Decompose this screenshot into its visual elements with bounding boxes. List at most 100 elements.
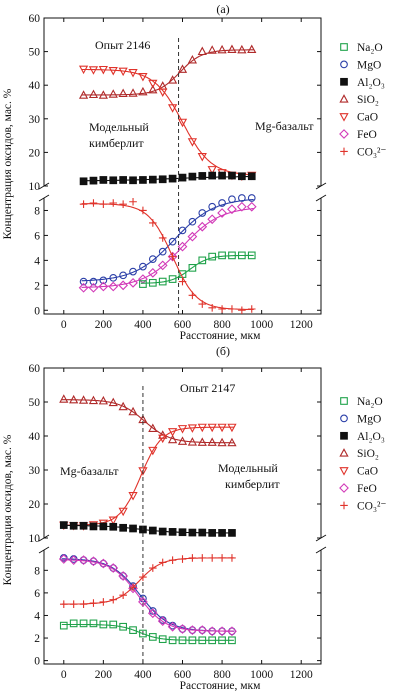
lower-axis-frame	[43, 198, 322, 315]
point-al2o3	[208, 171, 217, 180]
point-feo	[128, 277, 138, 288]
y-tick-label: 2	[34, 280, 40, 292]
point-mgo	[89, 277, 98, 286]
point-na2o	[198, 636, 207, 645]
y-tick-label: 10	[29, 181, 41, 193]
point-sio2	[148, 423, 158, 432]
legend-marker-sio2	[339, 448, 349, 457]
point-na2o	[148, 633, 157, 641]
series-line-sio2	[81, 49, 254, 96]
point-co3	[149, 564, 157, 572]
y-tick-label: 6	[34, 230, 40, 242]
legend-label-sio2: SiO₂	[357, 94, 379, 106]
y-tick-label: 2	[34, 633, 40, 645]
point-na2o	[119, 622, 127, 631]
point-na2o	[228, 636, 236, 645]
point-al2o3	[129, 524, 137, 533]
experiment-label: Опыт 2147	[180, 381, 235, 395]
point-al2o3	[158, 527, 167, 536]
upper-axis-frame	[43, 17, 322, 186]
legend-marker-cao	[339, 467, 349, 476]
point-al2o3	[228, 529, 236, 537]
point-mgo	[188, 217, 197, 226]
point-cao	[227, 423, 237, 433]
y-tick-label: 8	[34, 205, 40, 217]
point-feo	[147, 267, 158, 278]
point-na2o	[188, 263, 197, 272]
point-cao	[118, 507, 128, 517]
series-line-co3	[81, 203, 254, 311]
legend-label-co3: CO₃²⁻	[357, 500, 387, 512]
point-cao	[158, 434, 168, 444]
point-cao	[108, 66, 118, 76]
legend-marker-na2o	[340, 397, 348, 405]
point-mgo	[238, 194, 246, 202]
point-feo	[78, 282, 89, 293]
legend-marker-mgo	[340, 60, 348, 69]
point-cao	[128, 492, 138, 501]
point-feo	[167, 621, 178, 632]
legend-marker-feo	[339, 129, 349, 139]
point-na2o	[129, 626, 137, 634]
point-al2o3	[129, 176, 137, 185]
point-co3	[228, 554, 236, 562]
legend-label-mgo: MgO	[357, 59, 381, 71]
y-tick-label: 40	[29, 431, 41, 443]
point-sio2	[118, 88, 128, 98]
point-mgo	[109, 564, 118, 572]
point-cao	[98, 65, 108, 75]
point-na2o	[99, 620, 108, 629]
point-na2o	[178, 636, 187, 645]
point-na2o	[198, 256, 207, 265]
point-cao	[138, 467, 148, 476]
point-al2o3	[198, 528, 207, 537]
point-cao	[167, 104, 178, 113]
upper-plot-area: 10 20 30 40 50 60	[29, 363, 327, 545]
point-mgo	[148, 255, 157, 263]
point-al2o3	[178, 173, 187, 182]
point-na2o	[158, 635, 167, 644]
point-mgo	[119, 271, 127, 280]
point-al2o3	[168, 174, 177, 183]
point-sio2	[207, 437, 217, 446]
right-region-line-1: Модельный	[218, 461, 278, 475]
point-sio2	[217, 437, 227, 447]
point-co3	[188, 554, 197, 562]
legend-marker-al2o3	[340, 431, 348, 440]
point-sio2	[88, 89, 99, 99]
point-sio2	[148, 84, 158, 94]
point-al2o3	[168, 528, 177, 536]
axis-break-mark	[38, 546, 50, 554]
point-na2o	[218, 636, 226, 645]
point-cao	[148, 446, 158, 456]
legend-label-co3: CO₃²⁻	[357, 146, 387, 158]
point-sio2	[227, 437, 237, 447]
point-co3	[79, 200, 88, 209]
left-region-label: Модельный кимберлит	[89, 120, 149, 150]
point-na2o	[208, 636, 217, 645]
point-feo	[187, 231, 198, 242]
point-sio2	[247, 44, 257, 54]
point-feo	[187, 625, 198, 636]
point-al2o3	[69, 521, 78, 530]
point-feo	[118, 280, 129, 291]
point-na2o	[139, 280, 147, 288]
point-mgo	[148, 607, 157, 615]
point-al2o3	[247, 172, 256, 181]
point-feo	[78, 555, 89, 566]
axis-break-mark	[38, 194, 50, 202]
axis-break-mark	[315, 194, 327, 202]
point-al2o3	[188, 172, 197, 181]
point-sio2	[197, 46, 207, 56]
point-sio2	[217, 44, 227, 54]
y-tick-label: 20	[29, 147, 41, 159]
legend-label-feo: FeO	[357, 483, 377, 495]
x-tick-label: 1200	[290, 669, 313, 681]
point-feo	[177, 241, 188, 252]
y-tick-label: 0	[34, 305, 40, 317]
point-co3	[198, 554, 207, 562]
legend-marker-na2o	[340, 43, 348, 51]
point-na2o	[168, 636, 177, 645]
y-axis-label: Концентрация оксидов, мас. %	[2, 434, 14, 585]
point-cao	[197, 152, 207, 162]
